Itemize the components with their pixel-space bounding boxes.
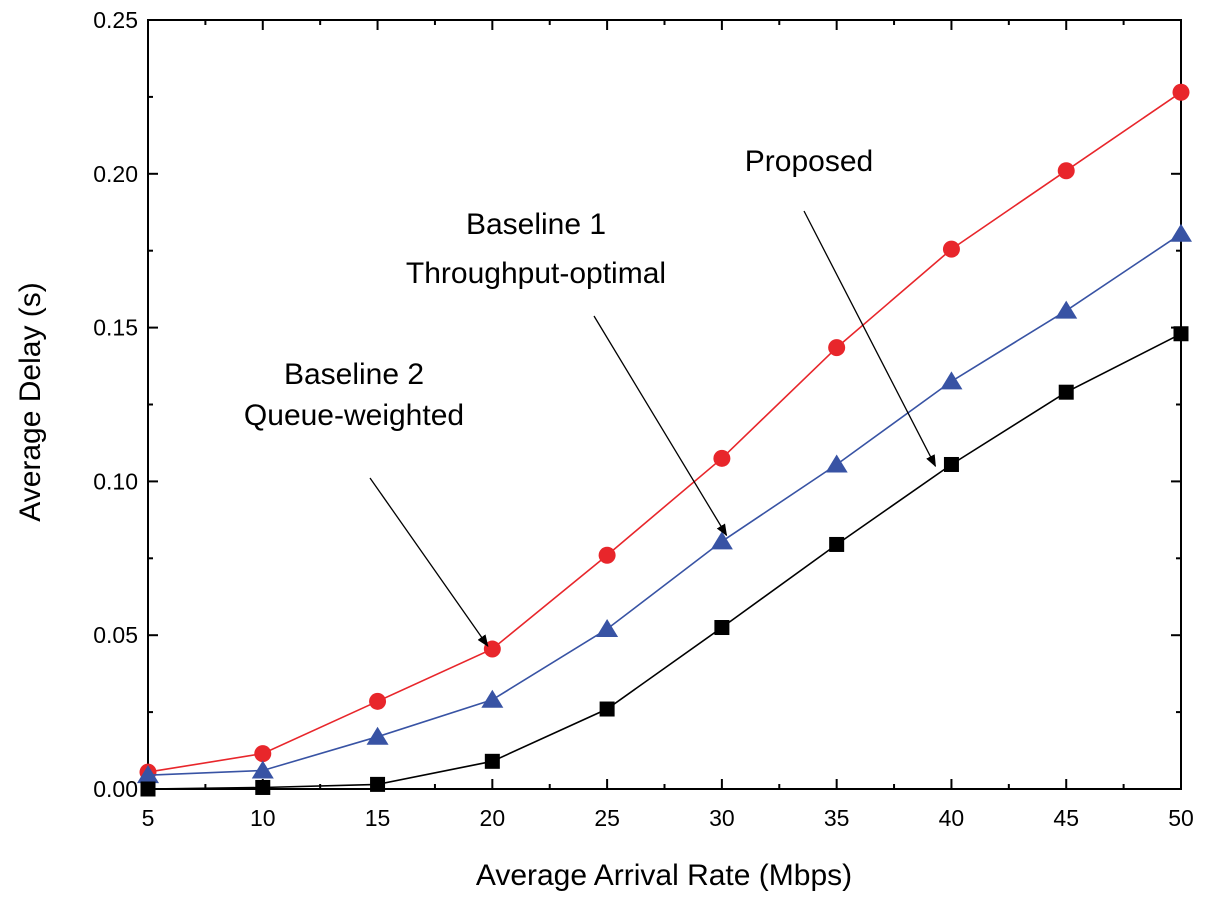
series-baseline1: [137, 223, 1192, 784]
x-tick-label: 35: [824, 805, 850, 831]
axes: 5 10 15 20 25 30 35 40 45 50 0.00 0.05 0.10 0.15 0.20 0…: [93, 7, 1194, 831]
data-point-baseline1: [596, 619, 619, 638]
series-layer: [137, 83, 1192, 797]
data-point-baseline1: [825, 454, 848, 473]
annotation-arrow: [593, 315, 728, 537]
data-point-proposed: [1173, 326, 1189, 342]
x-tick-label: 50: [1168, 805, 1194, 831]
annotation-arrow: [369, 477, 489, 647]
data-point-baseline1: [481, 689, 504, 708]
y-axis-title: Average Delay (s): [14, 282, 47, 522]
series-baseline2: [139, 83, 1190, 781]
x-tick-label: 25: [594, 805, 620, 831]
series-line-baseline2: [147, 91, 1182, 773]
data-point-baseline2: [713, 449, 731, 467]
data-point-proposed: [255, 779, 271, 795]
data-point-proposed: [829, 536, 845, 552]
data-point-baseline2: [369, 692, 387, 710]
annotations: Baseline 2 Queue-weighted Baseline 1 Throug…: [244, 145, 936, 647]
data-point-proposed: [714, 620, 730, 636]
annotation-text: Throughput-optimal: [406, 257, 666, 290]
data-point-baseline1: [251, 760, 274, 779]
annotation-arrow: [803, 210, 936, 468]
annotation-text: Queue-weighted: [244, 399, 464, 432]
data-point-baseline2: [1172, 83, 1190, 101]
data-point-proposed: [140, 781, 156, 797]
y-tick-label: 0.20: [93, 161, 138, 187]
x-tick-label: 45: [1053, 805, 1079, 831]
data-point-baseline1: [137, 765, 159, 784]
data-point-baseline1: [1170, 223, 1192, 242]
annotation-1: Baseline 1 Throughput-optimal: [406, 208, 728, 537]
x-tick-label: 20: [480, 805, 506, 831]
series-proposed: [140, 326, 1189, 797]
data-point-baseline2: [1057, 162, 1075, 180]
y-tick-label: 0.05: [93, 622, 138, 648]
annotation-text: Proposed: [745, 145, 873, 178]
data-point-baseline1: [366, 726, 389, 745]
data-point-baseline2: [598, 546, 616, 564]
x-axis-title: Average Arrival Rate (Mbps): [476, 859, 852, 892]
y-tick-label: 0.10: [93, 468, 138, 494]
x-tick-label: 15: [365, 805, 391, 831]
y-tick-label: 0.25: [93, 7, 138, 33]
annotation-2: Proposed: [745, 145, 936, 468]
series-line-baseline1: [147, 233, 1182, 776]
x-tick-label: 40: [939, 805, 965, 831]
data-point-proposed: [1058, 384, 1074, 400]
data-point-proposed: [943, 456, 959, 472]
data-point-proposed: [370, 776, 386, 792]
series-line-proposed: [147, 333, 1182, 790]
data-point-baseline1: [710, 531, 733, 550]
annotation-0: Baseline 2 Queue-weighted: [244, 358, 489, 647]
x-tick-label: 10: [250, 805, 276, 831]
x-tick-label: 5: [142, 805, 155, 831]
data-point-baseline2: [828, 339, 846, 357]
y-tick-label: 0.15: [93, 315, 138, 341]
data-point-proposed: [599, 701, 615, 717]
y-tick-label: 0.00: [93, 776, 138, 802]
data-point-baseline1: [940, 371, 963, 390]
data-point-baseline1: [1055, 300, 1078, 319]
x-tick-label: 30: [709, 805, 735, 831]
annotation-text: Baseline 2: [284, 358, 424, 391]
data-point-proposed: [484, 753, 500, 769]
annotation-text: Baseline 1: [466, 208, 606, 241]
data-point-baseline2: [942, 240, 960, 258]
data-point-baseline2: [254, 745, 272, 763]
